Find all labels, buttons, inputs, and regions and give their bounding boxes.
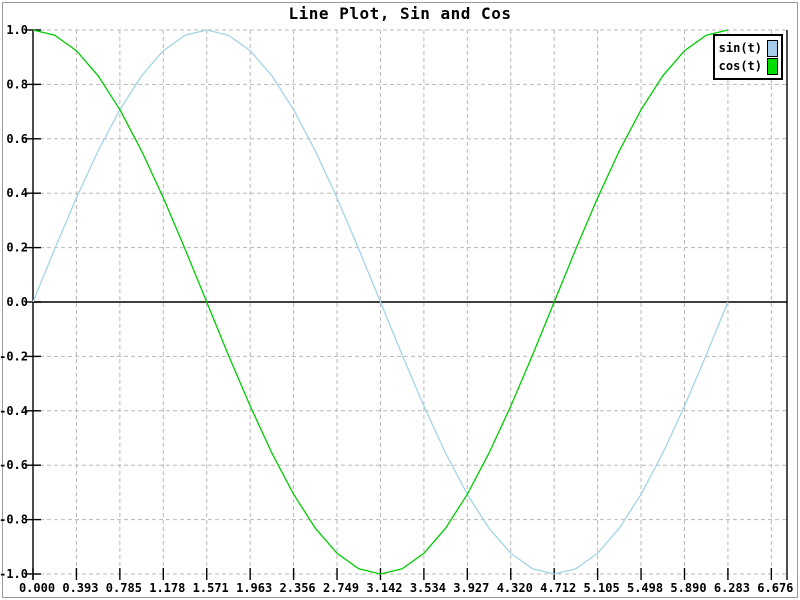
- x-tick-label: 0.393: [62, 581, 98, 595]
- y-tick-label: 0.6: [6, 132, 28, 146]
- legend-label-sin: sin(t): [718, 41, 762, 55]
- x-tick-label: 1.571: [193, 581, 229, 595]
- y-tick-label: 0.2: [6, 241, 28, 255]
- series-line-sint: [32, 29, 729, 575]
- legend-swatch-cos: [767, 57, 778, 75]
- legend-label-cos: cos(t): [718, 59, 762, 73]
- x-tick-label: 2.356: [280, 581, 316, 595]
- x-tick-label: 0.000: [19, 581, 55, 595]
- y-tick-label: 1.0: [6, 23, 28, 37]
- x-tick-label: 2.749: [323, 581, 359, 595]
- legend-item-sin: sin(t): [715, 39, 778, 57]
- legend-swatch-sin: [767, 39, 778, 57]
- x-tick-label: 1.963: [236, 581, 272, 595]
- y-tick-label: 0.0: [6, 295, 28, 309]
- y-tick-label: -0.2: [0, 349, 28, 363]
- x-tick-label: 6.283: [714, 581, 750, 595]
- y-tick-label: -1.0: [0, 567, 28, 581]
- x-tick-label: 6.676: [757, 581, 793, 595]
- x-tick-label: 4.712: [540, 581, 576, 595]
- x-tick-label: 3.534: [410, 581, 446, 595]
- x-tick-label: 5.498: [627, 581, 663, 595]
- plot-title: Line Plot, Sin and Cos: [288, 4, 512, 23]
- x-tick-label: 5.890: [670, 581, 706, 595]
- legend-item-cos: cos(t): [715, 57, 778, 75]
- y-tick-label: 0.8: [6, 77, 28, 91]
- x-tick-label: 3.927: [453, 581, 489, 595]
- x-tick-label: 0.785: [106, 581, 142, 595]
- legend-box: sin(t) cos(t): [713, 34, 783, 80]
- x-tick-label: 5.105: [584, 581, 620, 595]
- y-tick-label: -0.6: [0, 458, 28, 472]
- y-tick-label: -0.8: [0, 513, 28, 527]
- series-line-cost: [32, 29, 729, 575]
- x-tick-label: 4.320: [497, 581, 533, 595]
- y-tick-label: -0.4: [0, 404, 28, 418]
- x-tick-label: 1.178: [149, 581, 185, 595]
- y-tick-label: 0.4: [6, 186, 28, 200]
- x-tick-label: 3.142: [366, 581, 402, 595]
